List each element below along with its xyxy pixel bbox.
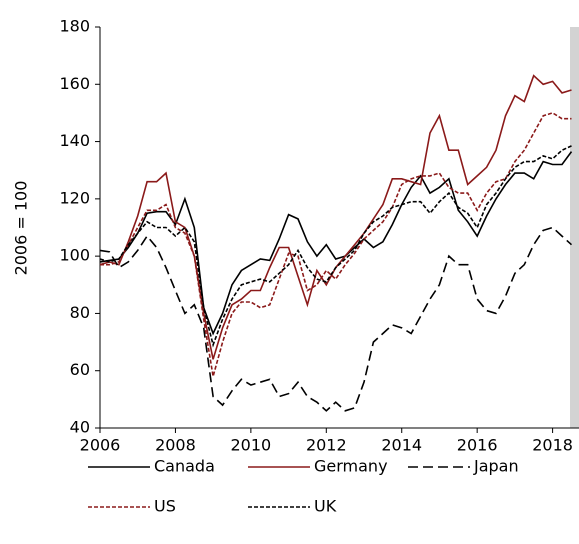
line-series xyxy=(99,145,572,348)
y-tick-label: 60 xyxy=(70,360,90,379)
legend-label: Canada xyxy=(154,457,215,476)
line-series xyxy=(100,112,572,377)
y-tick-label: 80 xyxy=(70,303,90,322)
x-tick-label: 2012 xyxy=(306,436,347,455)
legend-label: US xyxy=(154,497,176,516)
line-series xyxy=(99,226,573,412)
y-tick-label: 40 xyxy=(70,418,90,437)
x-tick-label: 2008 xyxy=(155,436,196,455)
x-tick-label: 2016 xyxy=(457,436,498,455)
x-tick-label: 2014 xyxy=(381,436,422,455)
x-tick-label: 2010 xyxy=(231,436,272,455)
y-tick-label: 120 xyxy=(59,188,90,207)
legend-label: UK xyxy=(314,497,337,516)
line-series xyxy=(99,151,573,336)
y-axis-label: 2006 = 100 xyxy=(12,181,31,276)
y-tick-label: 160 xyxy=(59,74,90,93)
y-tick-label: 100 xyxy=(59,246,90,265)
y-tick-label: 140 xyxy=(59,131,90,150)
x-tick-label: 2018 xyxy=(532,436,573,455)
x-tick-label: 2006 xyxy=(80,436,121,455)
y-tick-label: 180 xyxy=(59,17,90,36)
legend-label: Japan xyxy=(473,457,519,476)
legend-label: Germany xyxy=(314,457,388,476)
shaded-period xyxy=(570,27,579,428)
